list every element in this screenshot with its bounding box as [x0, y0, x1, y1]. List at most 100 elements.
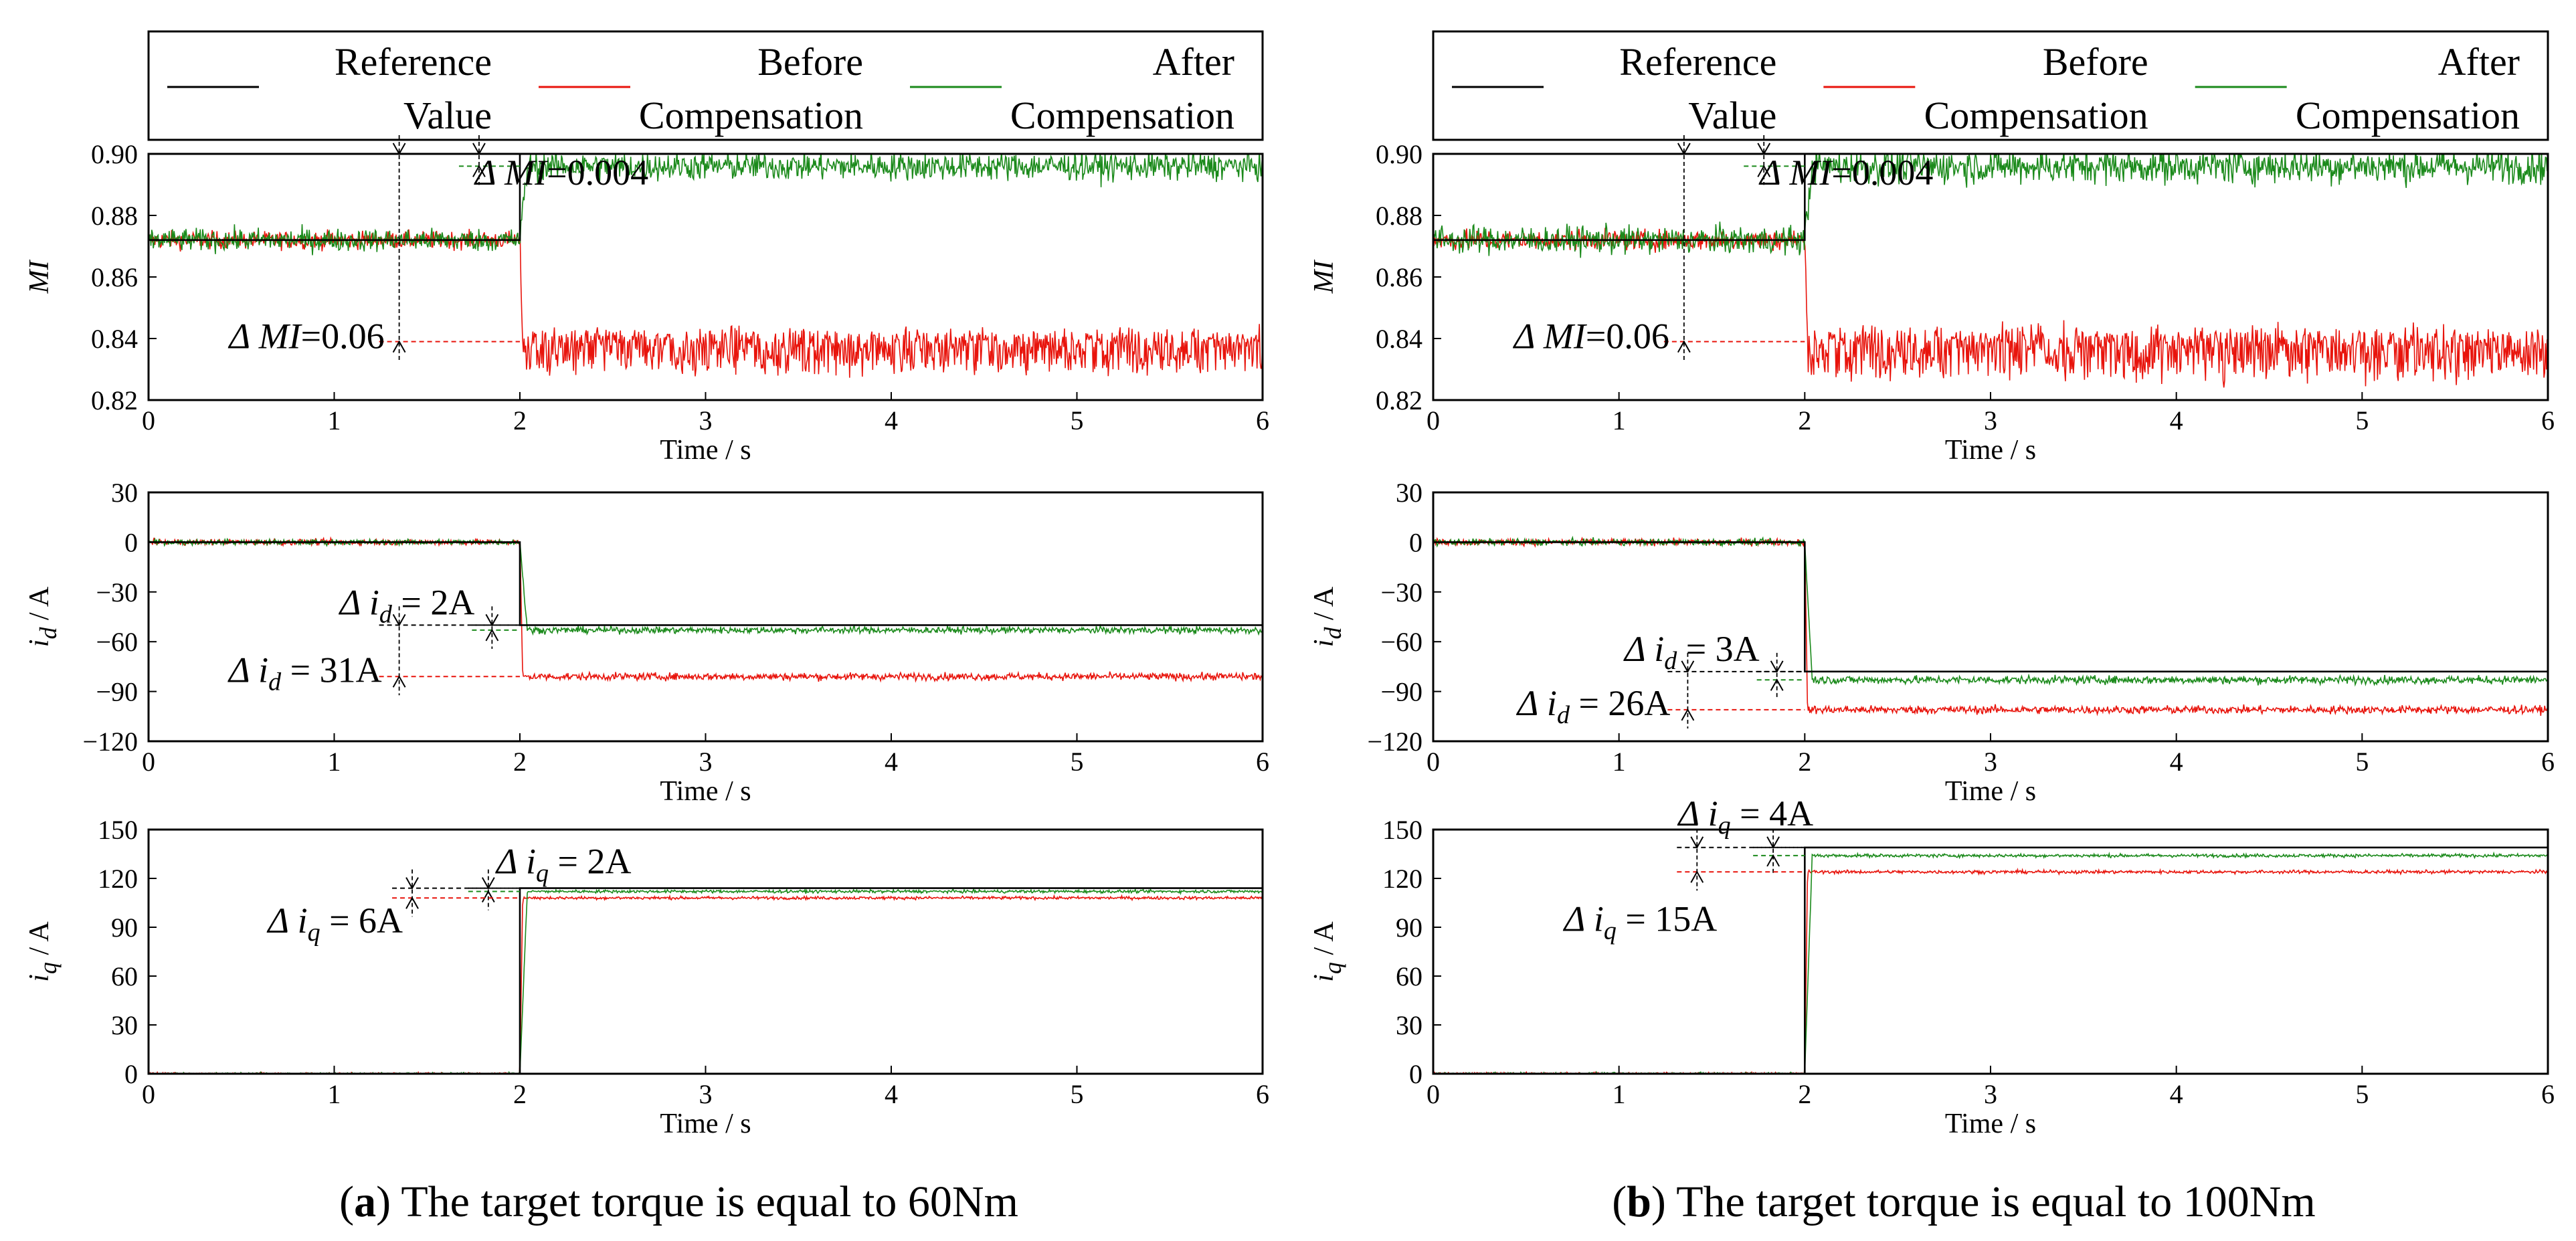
x-tick-label: 1: [328, 405, 341, 436]
legend-label-line2: Compensation: [2296, 94, 2520, 137]
y-axis-unit: / A: [24, 921, 55, 962]
caption-text: The target torque is equal to 60Nm: [391, 1177, 1018, 1226]
x-tick-label: 2: [1798, 405, 1811, 436]
annotation-label: Δ iq = 2A: [495, 842, 632, 888]
y-axis-sub: q: [1319, 962, 1346, 974]
legend-a: Reference Value Before Compensation After Com…: [147, 30, 1264, 141]
y-tick-label: −120: [1367, 727, 1422, 757]
x-tick-label: 1: [1613, 747, 1626, 777]
annotation-delta: Δ: [339, 582, 369, 622]
x-tick-label: 0: [1427, 1079, 1440, 1109]
x-tick-label: 6: [2541, 747, 2555, 777]
x-tick-label: 0: [142, 405, 155, 436]
y-axis-label: iq / A: [1309, 921, 1346, 982]
y-tick-label: −60: [1380, 627, 1422, 657]
x-tick-label: 5: [1071, 747, 1084, 777]
y-axis-var: i: [24, 640, 55, 648]
x-axis-label: Time / s: [660, 435, 751, 466]
y-tick-label: 0.88: [1376, 201, 1422, 231]
annotation-arrow-bottom: [1681, 708, 1695, 721]
x-tick-label: 0: [1427, 747, 1440, 777]
annotation-value: = 2A: [549, 842, 631, 882]
x-tick-label: 6: [2541, 1079, 2555, 1109]
annotation-var: i: [258, 650, 268, 690]
y-tick-label: −30: [1380, 577, 1422, 607]
annotation-value: =0.06: [301, 316, 385, 356]
y-tick-label: 30: [1396, 478, 1422, 508]
x-tick-label: 4: [2170, 405, 2183, 436]
x-tick-label: 3: [1984, 747, 1997, 777]
annotation-arrow-bottom: [485, 628, 499, 642]
annotation-delta: Δ: [1516, 683, 1547, 723]
legend-label-line2: Value: [403, 94, 492, 137]
y-axis-unit: / A: [24, 586, 55, 627]
annotation-label: Δ iq = 15A: [1563, 898, 1718, 945]
annotation-sub: q: [536, 860, 549, 888]
x-tick-label: 5: [1071, 405, 1084, 436]
x-tick-label: 5: [2355, 747, 2369, 777]
series-group: [149, 154, 1263, 378]
y-tick-label: 150: [98, 815, 138, 845]
y-axis-label: id / A: [1309, 586, 1346, 647]
annotation-var: i: [369, 582, 379, 622]
annotation-var: i: [1708, 793, 1718, 834]
annotation-arrow-top: [392, 142, 406, 156]
y-tick-label: 30: [111, 1010, 138, 1040]
series-line-after-compensation: [149, 888, 1263, 1074]
annotation-var: i: [1654, 629, 1664, 669]
annotation-arrow-bottom: [472, 165, 486, 177]
annotation-arrow-bottom: [392, 675, 406, 688]
x-tick-label: 1: [1613, 1079, 1626, 1109]
x-tick-label: 4: [885, 747, 898, 777]
annotation-value: = 4A: [1731, 793, 1813, 834]
annotation-sub: d: [1664, 647, 1677, 675]
y-axis-var: i: [24, 974, 55, 982]
y-tick-label: 60: [111, 961, 138, 991]
x-axis-label: Time / s: [660, 776, 751, 807]
annotation-delta: Δ: [495, 842, 526, 882]
y-tick-label: 0.86: [91, 262, 138, 292]
y-axis-label: iq / A: [24, 921, 62, 982]
annotation-sub: d: [268, 668, 282, 696]
annotation-sub: d: [379, 600, 393, 628]
annotation-arrow-top: [1677, 142, 1691, 156]
annotation-arrow-top: [1766, 836, 1780, 849]
x-tick-label: 2: [1798, 747, 1811, 777]
annotation-group: Δ iq = 4AΔ iq = 15A: [1563, 793, 1814, 945]
legend-label-line2: Value: [1688, 94, 1776, 137]
x-tick-label: 0: [142, 747, 155, 777]
legend-label-line2: Compensation: [1924, 94, 2148, 137]
annotation-arrow-top: [1681, 660, 1695, 673]
annotation-delta: Δ: [1623, 629, 1654, 669]
annotation-value: = 3A: [1677, 629, 1759, 669]
legend-label-line1: Reference: [335, 40, 492, 84]
annotation-var: MI: [258, 316, 303, 356]
x-tick-label: 2: [513, 1079, 527, 1109]
y-tick-label: 120: [1382, 864, 1422, 894]
legend-b: Reference Value Before Compensation After Com…: [1432, 30, 2549, 141]
x-tick-label: 1: [328, 747, 341, 777]
x-axis-label: Time / s: [1945, 1109, 2036, 1139]
annotation-arrow-bottom: [1690, 870, 1704, 883]
y-axis-label: MI: [24, 260, 55, 294]
y-tick-label: 0: [1409, 1059, 1422, 1089]
annotation-var: i: [526, 842, 536, 882]
legend-label-line1: Reference: [1619, 40, 1776, 84]
y-axis-sub: q: [35, 962, 62, 974]
y-tick-label: 0.90: [1376, 139, 1422, 169]
series-group: [149, 536, 1263, 683]
legend-label-line1: After: [2438, 40, 2520, 84]
annotation-label: Δ id = 2A: [339, 582, 475, 628]
x-tick-label: 5: [1071, 1079, 1084, 1109]
caption-paren-close: ): [1651, 1177, 1666, 1226]
series-line-after-compensation: [1433, 535, 2548, 687]
x-tick-label: 4: [885, 405, 898, 436]
y-axis-label: id / A: [24, 586, 62, 647]
x-tick-label: 5: [2355, 405, 2369, 436]
annotation-group: Δ id = 3AΔ id = 26A: [1516, 629, 1805, 729]
